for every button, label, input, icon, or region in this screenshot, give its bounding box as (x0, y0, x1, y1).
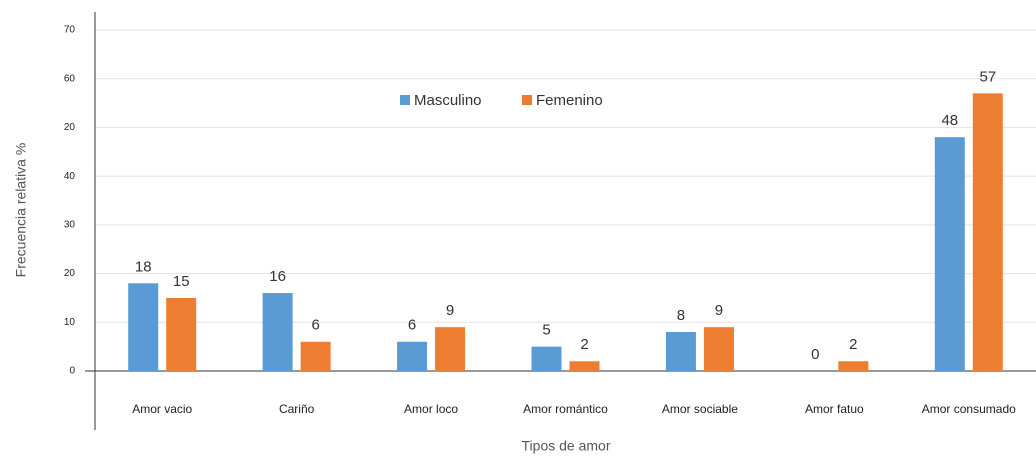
x-tick-label: Amor vacio (132, 402, 192, 416)
bar (300, 341, 331, 371)
bar (972, 93, 1003, 371)
y-tick-label: 20 (64, 122, 76, 133)
x-tick-label: Amor romántico (523, 402, 608, 416)
legend-swatch (400, 95, 410, 105)
value-label: 2 (849, 336, 857, 353)
x-axis-label: Tipos de amor (522, 438, 611, 454)
bar (934, 137, 965, 371)
value-label: 5 (542, 322, 550, 339)
value-label: 6 (408, 317, 416, 334)
y-tick-label: 30 (64, 219, 76, 230)
value-label: 9 (715, 302, 723, 319)
x-tick-label: Amor consumado (922, 402, 1016, 416)
y-tick-label: 40 (64, 171, 76, 182)
value-label: 18 (135, 258, 152, 275)
bar (166, 297, 197, 371)
y-tick-label: 20 (64, 268, 76, 279)
x-tick-label: Amor fatuo (805, 402, 864, 416)
y-tick-label: 10 (64, 317, 76, 328)
value-label: 8 (677, 307, 685, 324)
bar (397, 341, 428, 371)
bar (435, 327, 466, 371)
legend-label: Femenino (536, 92, 603, 109)
value-label: 48 (941, 112, 958, 129)
bar (703, 327, 734, 371)
x-tick-label: Amor sociable (662, 402, 738, 416)
y-tick-label: 0 (69, 366, 75, 377)
value-label: 9 (446, 302, 454, 319)
value-label: 0 (811, 346, 819, 363)
value-label: 2 (580, 336, 588, 353)
x-tick-label: Cariño (279, 402, 315, 416)
bar (531, 346, 562, 371)
x-tick-label: Amor loco (404, 402, 458, 416)
y-axis-label: Frecuencia relativa % (13, 143, 29, 278)
y-tick-label: 70 (64, 25, 76, 36)
legend-label: Masculino (414, 92, 482, 109)
bar (262, 293, 293, 371)
value-label: 6 (311, 317, 319, 334)
bar (569, 361, 600, 371)
bar (128, 283, 159, 371)
bar (838, 361, 869, 371)
value-label: 15 (173, 273, 190, 290)
legend-swatch (522, 95, 532, 105)
bar (665, 332, 696, 371)
value-label: 57 (979, 68, 996, 85)
value-label: 16 (269, 268, 286, 285)
y-tick-label: 60 (64, 73, 76, 84)
